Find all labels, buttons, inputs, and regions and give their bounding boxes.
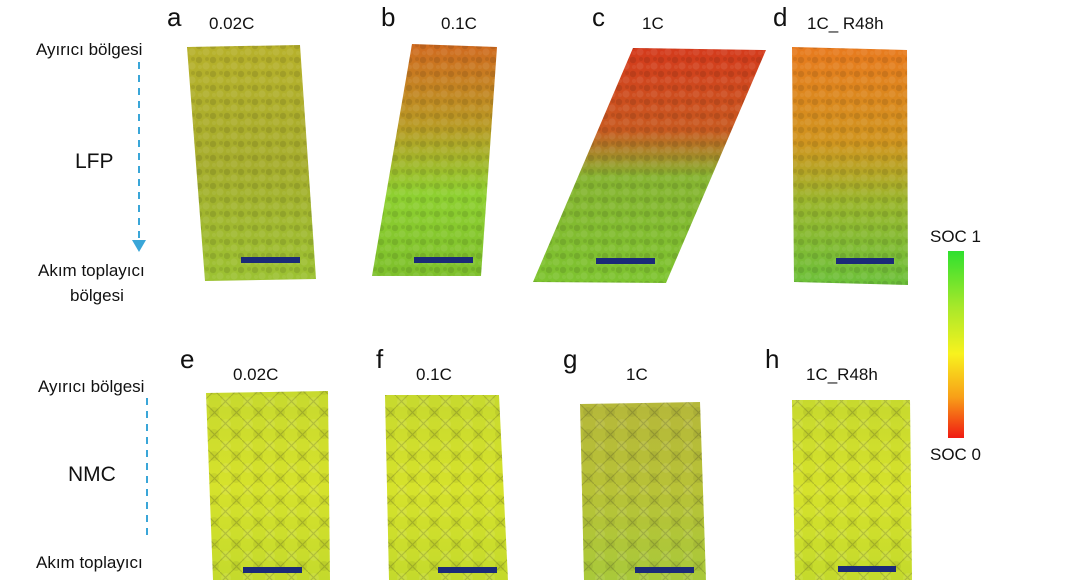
lfp-material-label: LFP [75,150,114,173]
panel-g-scale-bar [635,567,694,573]
lfp-arrow-head [132,240,146,252]
panel-a-image [187,45,316,281]
panel-letter-g: g [563,344,578,374]
colorbar-top-label: SOC 1 [930,227,982,246]
nmc-material-label: NMC [68,463,116,486]
panel-e-condition: 0.02C [233,365,279,384]
panel-a-scale-bar [241,257,300,263]
panel-a-condition: 0.02C [209,14,255,33]
panel-letter-c: c [592,2,605,32]
panel-f-image [385,395,508,580]
panel-b-image [372,44,497,276]
lfp-separator-region-label: Ayırıcı bölgesi [36,40,143,59]
panel-e-image [206,391,330,580]
panel-b-condition: 0.1C [441,14,477,33]
panel-letter-a: a [167,2,182,32]
panel-c-image [533,48,766,283]
panel-letter-d: d [773,2,788,32]
nmc-collector-region-label: Akım toplayıcı [36,553,143,572]
colorbar-bottom-label: SOC 0 [930,445,982,464]
panel-letter-f: f [376,344,384,374]
panel-f-condition: 0.1C [416,365,452,384]
panel-letter-b: b [381,2,396,32]
panel-h-scale-bar [838,566,896,572]
lfp-collector-region-label-line2: bölgesi [70,286,124,305]
panel-letter-e: e [180,344,195,374]
panel-d-scale-bar [836,258,894,264]
panel-c-condition: 1C [642,14,664,33]
panel-f-scale-bar [438,567,497,573]
panel-d-condition: 1C_ R48h [807,14,884,33]
panel-c-scale-bar [596,258,655,264]
panel-h-image [792,400,912,580]
panel-h-condition: 1C_R48h [806,365,878,384]
panel-g-image [580,402,706,580]
panel-e-scale-bar [243,567,302,573]
soc-colorbar [948,251,964,438]
lfp-collector-region-label-line1: Akım toplayıcı [38,261,145,280]
nmc-separator-region-label: Ayırıcı bölgesi [38,377,145,396]
panel-d-image [792,47,908,285]
panel-letter-h: h [765,344,780,374]
panel-g-condition: 1C [626,365,648,384]
panel-b-scale-bar [414,257,473,263]
